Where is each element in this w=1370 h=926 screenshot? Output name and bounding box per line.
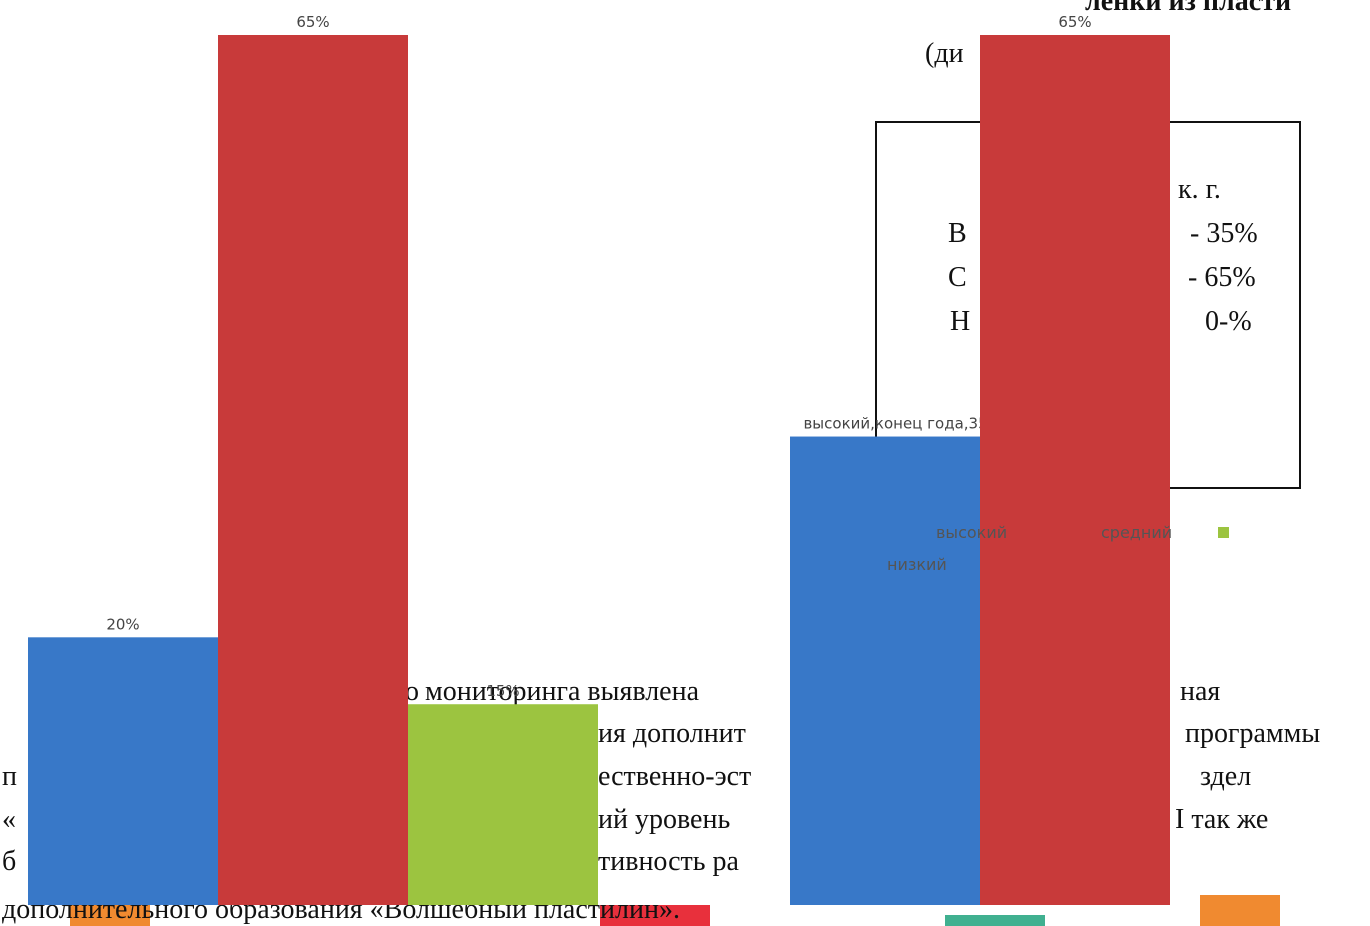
legend-label: низкий [887, 555, 947, 574]
box-value: - 65% [1188, 262, 1256, 293]
paragraph-text: п [2, 761, 17, 792]
paragraph-text: б [2, 846, 16, 877]
paragraph-text: здел [1200, 761, 1251, 792]
data-label: 65% [1058, 13, 1091, 31]
paragraph-text: программы [1185, 718, 1320, 749]
paragraph-text: мониторинга выявлена [425, 676, 700, 707]
heading: ленки из пласти [1085, 0, 1291, 17]
box-label: В [948, 218, 967, 249]
decoration [1200, 895, 1280, 926]
decoration [70, 905, 150, 926]
box-label: Н [950, 306, 970, 337]
legend-swatch [920, 527, 931, 538]
data-label: 15% [486, 682, 519, 700]
paragraph-text: ественно-эст [598, 761, 751, 792]
decoration [945, 915, 1045, 926]
legend-label: средний [1101, 523, 1172, 542]
data-label: 65% [296, 13, 329, 31]
bar [28, 637, 218, 905]
paragraph-text: тивность ра [598, 846, 740, 877]
box-period: к. г. [1178, 174, 1221, 205]
paragraph-text: о [405, 676, 419, 707]
bar [218, 35, 408, 905]
bar [790, 436, 980, 905]
bar [408, 704, 598, 905]
legend-swatch [1085, 527, 1096, 538]
bar [980, 35, 1170, 905]
paragraph-text: ий уровень [598, 804, 730, 835]
paragraph-text: « [2, 804, 16, 835]
box-label: С [948, 262, 967, 293]
legend-label: высокий [936, 523, 1007, 542]
paragraph-text: I так же [1175, 804, 1268, 835]
paragraph-text: ия дополнит [598, 718, 746, 749]
box-value: - 35% [1190, 218, 1258, 249]
paragraph-text: ная [1180, 676, 1220, 707]
legend-swatch [1218, 527, 1229, 538]
box-value: 0-% [1205, 306, 1252, 337]
subheading: (ди [925, 38, 964, 69]
decoration [600, 905, 710, 926]
data-label: 20% [106, 615, 139, 633]
